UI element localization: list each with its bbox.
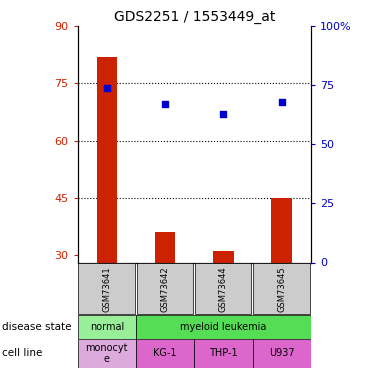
Bar [272,198,292,262]
Bar [78,339,136,368]
Text: U937: U937 [269,348,295,358]
Text: GSM73641: GSM73641 [102,266,111,312]
Point [279,99,285,105]
Bar [136,339,194,368]
Text: KG-1: KG-1 [153,348,177,358]
Point [221,111,226,117]
Text: GSM73642: GSM73642 [161,266,169,312]
Text: normal: normal [90,322,124,332]
Point [162,101,168,107]
Bar [137,263,193,315]
Text: GSM73644: GSM73644 [219,266,228,312]
Bar [78,263,135,315]
Bar [78,315,136,339]
Bar [195,263,251,315]
Title: GDS2251 / 1553449_at: GDS2251 / 1553449_at [114,10,275,24]
Text: GSM73645: GSM73645 [277,266,286,312]
Bar [253,263,310,315]
Bar [136,315,311,339]
Text: disease state: disease state [2,322,71,332]
Point [104,85,110,91]
Text: cell line: cell line [2,348,42,358]
Bar [194,339,253,368]
Bar [155,232,175,262]
Bar [253,339,311,368]
Text: myeloid leukemia: myeloid leukemia [180,322,266,332]
Text: monocyt
e: monocyt e [85,343,128,364]
Text: THP-1: THP-1 [209,348,238,358]
Bar [213,251,233,262]
Bar [97,57,117,262]
